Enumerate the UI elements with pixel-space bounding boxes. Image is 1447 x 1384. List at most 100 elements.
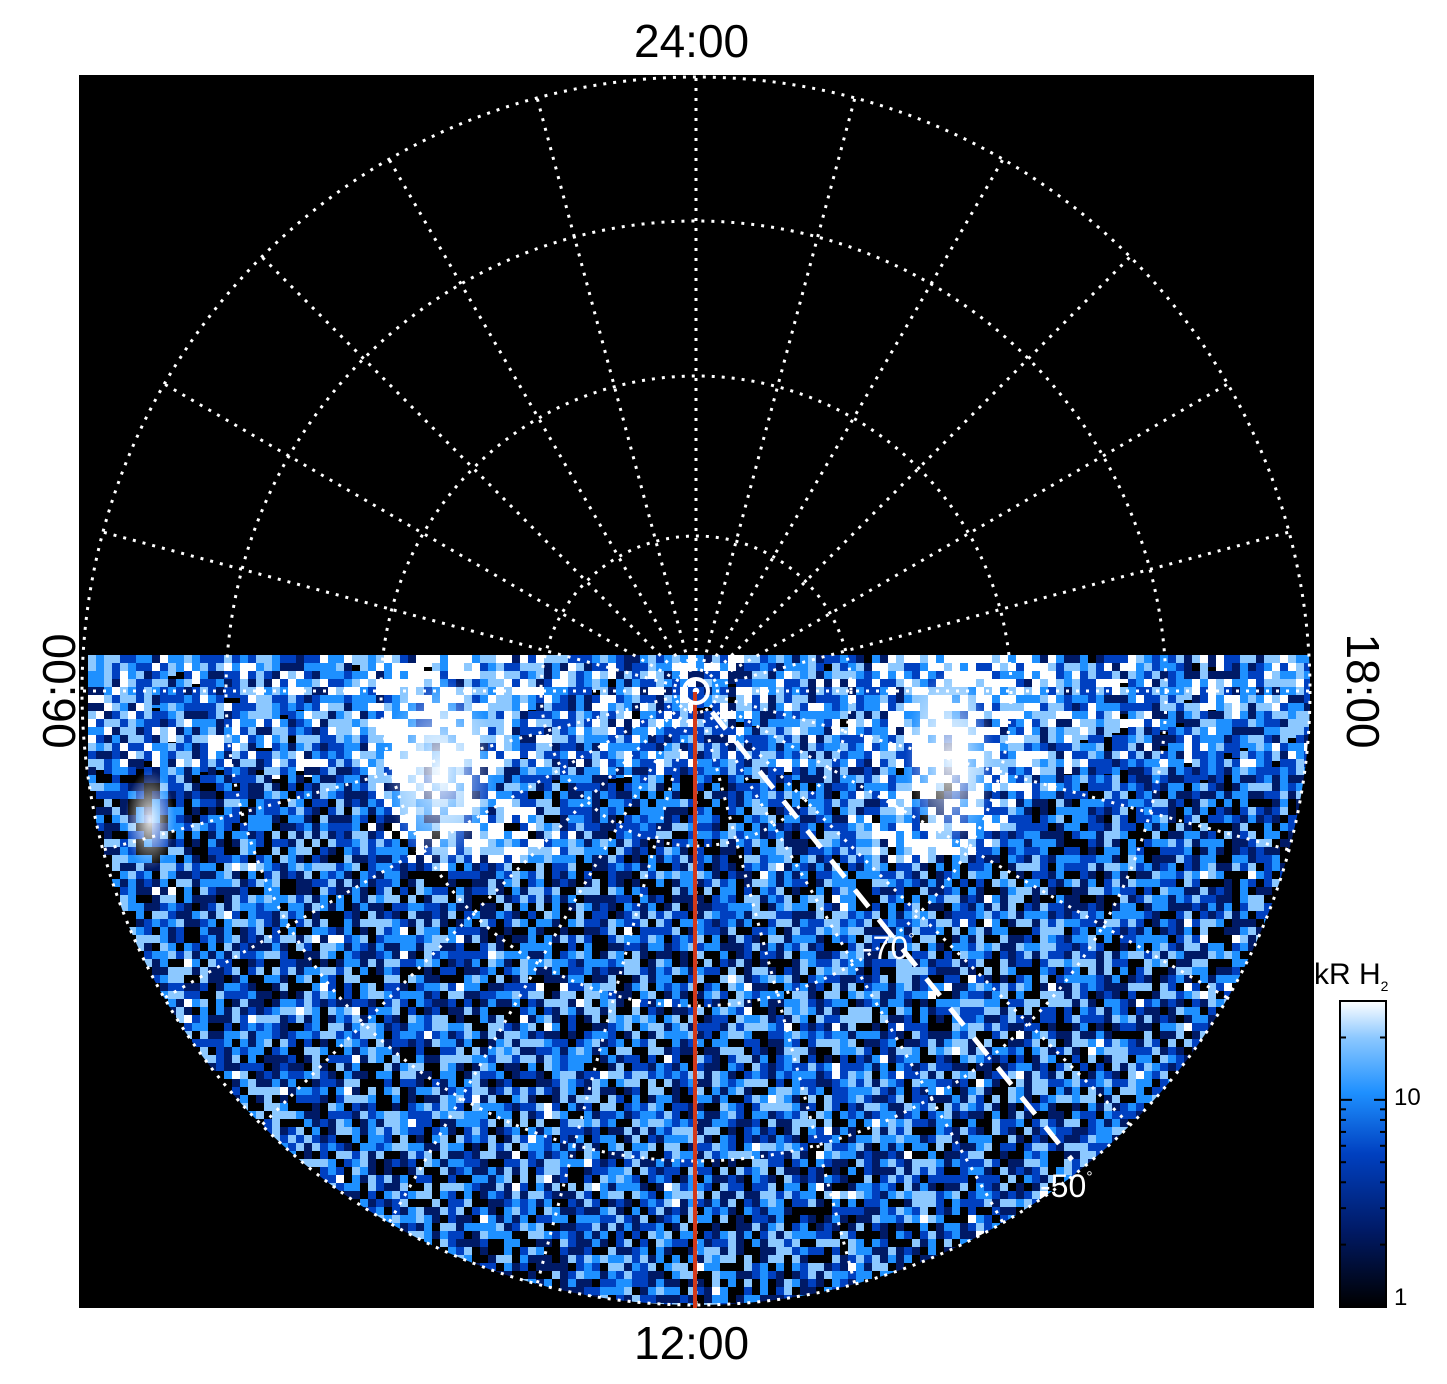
emission-pixel	[896, 727, 904, 739]
emission-pixel	[1104, 879, 1112, 887]
emission-pixel	[176, 863, 184, 871]
emission-pixel	[1088, 799, 1096, 807]
emission-pixel	[304, 703, 312, 716]
emission-pixel	[200, 935, 208, 943]
emission-pixel	[608, 919, 616, 927]
emission-pixel	[1208, 751, 1216, 761]
emission-pixel	[1224, 791, 1232, 799]
emission-pixel	[720, 679, 728, 694]
emission-pixel	[464, 887, 472, 895]
emission-pixel	[280, 855, 288, 863]
emission-pixel	[832, 815, 840, 823]
emission-pixel	[320, 831, 328, 839]
emission-pixel	[832, 703, 840, 713]
emission-pixel	[1224, 815, 1232, 823]
emission-pixel	[528, 839, 536, 847]
emission-pixel	[1032, 831, 1040, 839]
emission-pixel	[608, 767, 616, 775]
emission-pixel	[848, 807, 856, 815]
emission-pixel	[872, 831, 880, 839]
emission-pixel	[984, 855, 992, 863]
emission-pixel	[1080, 911, 1088, 919]
emission-pixel	[504, 799, 512, 807]
emission-pixel	[576, 839, 584, 847]
emission-pixel	[96, 743, 104, 757]
emission-pixel	[784, 879, 792, 887]
emission-pixel	[1240, 847, 1248, 855]
emission-pixel	[1176, 775, 1184, 783]
emission-pixel	[848, 823, 856, 831]
emission-pixel	[1248, 927, 1256, 935]
emission-pixel	[360, 903, 368, 911]
emission-pixel	[768, 903, 776, 911]
emission-pixel	[688, 919, 696, 927]
emission-pixel	[624, 767, 632, 775]
emission-pixel	[1016, 815, 1024, 823]
emission-pixel	[1192, 727, 1200, 735]
emission-pixel	[384, 959, 392, 967]
emission-pixel	[1136, 663, 1144, 674]
emission-pixel	[1288, 831, 1296, 839]
emission-pixel	[896, 831, 904, 839]
emission-pixel	[208, 759, 216, 774]
emission-pixel	[1216, 871, 1224, 879]
emission-pixel	[368, 895, 376, 903]
emission-pixel	[328, 927, 336, 935]
emission-pixel	[328, 759, 336, 773]
emission-pixel	[1064, 655, 1072, 668]
emission-pixel	[880, 767, 888, 775]
emission-pixel	[752, 879, 760, 887]
emission-pixel	[608, 863, 616, 871]
emission-pixel	[200, 655, 208, 663]
emission-pixel	[1256, 663, 1264, 675]
emission-pixel	[368, 759, 376, 771]
emission-pixel	[1000, 839, 1008, 847]
emission-pixel	[160, 895, 168, 903]
emission-pixel	[784, 727, 792, 737]
emission-pixel	[1040, 711, 1048, 725]
emission-pixel	[1072, 927, 1080, 935]
emission-pixel	[440, 863, 448, 871]
emission-pixel	[528, 735, 536, 746]
emission-pixel	[1224, 671, 1232, 684]
emission-pixel	[760, 823, 768, 831]
emission-pixel	[760, 855, 768, 863]
emission-pixel	[496, 823, 504, 831]
emission-pixel	[352, 895, 360, 903]
emission-pixel	[976, 863, 984, 871]
emission-pixel	[368, 847, 376, 855]
emission-pixel	[192, 759, 200, 772]
emission-pixel	[760, 743, 768, 755]
emission-pixel	[1232, 847, 1240, 855]
emission-pixel	[1232, 703, 1240, 712]
emission-pixel	[312, 823, 320, 831]
emission-pixel	[184, 687, 192, 702]
emission-pixel	[504, 879, 512, 887]
emission-pixel	[968, 903, 976, 911]
emission-pixel	[1008, 887, 1016, 895]
emission-pixel	[504, 839, 512, 847]
emission-pixel	[360, 943, 368, 951]
emission-pixel	[768, 655, 776, 669]
emission-pixel	[600, 663, 608, 672]
emission-pixel	[848, 839, 856, 847]
emission-pixel	[992, 823, 1000, 831]
emission-pixel	[816, 655, 824, 665]
emission-pixel	[1200, 903, 1208, 911]
emission-pixel	[648, 783, 656, 791]
emission-pixel	[656, 727, 664, 741]
emission-pixel	[544, 719, 552, 727]
emission-pixel	[568, 679, 576, 690]
emission-pixel	[872, 775, 880, 783]
emission-pixel	[144, 655, 152, 665]
emission-pixel	[1032, 679, 1040, 688]
emission-pixel	[1192, 775, 1200, 783]
emission-pixel	[360, 951, 368, 959]
emission-pixel	[776, 863, 784, 871]
emission-pixel	[1248, 687, 1256, 696]
emission-pixel	[992, 919, 1000, 927]
emission-pixel	[1176, 895, 1184, 903]
emission-pixel	[760, 655, 768, 668]
emission-pixel	[1192, 895, 1200, 903]
emission-pixel	[592, 711, 600, 726]
